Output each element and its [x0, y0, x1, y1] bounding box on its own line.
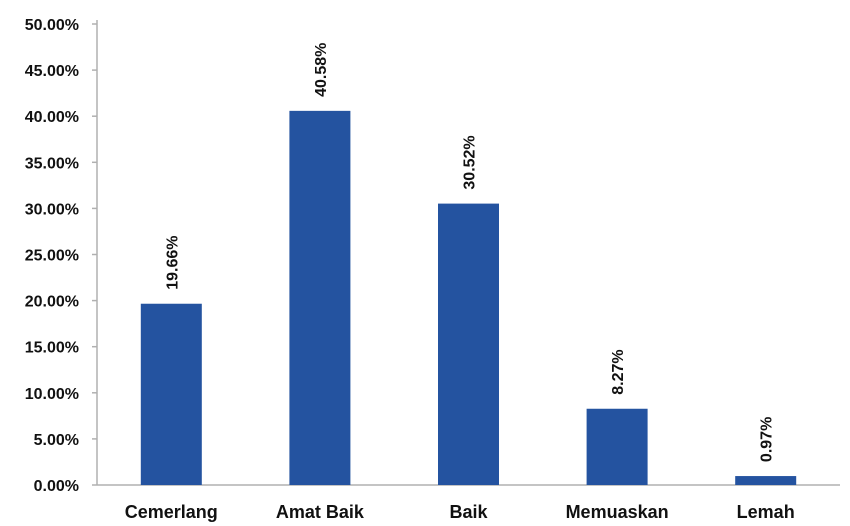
data-label: 30.52%: [462, 135, 479, 189]
bar: [438, 203, 499, 486]
y-tick-label: 25.00%: [25, 248, 79, 265]
y-tick-label: 30.00%: [25, 201, 79, 218]
y-tick-label: 10.00%: [25, 386, 79, 403]
x-tick-label: Amat Baik: [276, 502, 365, 522]
data-label: 40.58%: [313, 43, 330, 97]
y-tick-label: 5.00%: [34, 432, 79, 449]
bar: [289, 110, 351, 485]
y-tick-label: 40.00%: [25, 109, 79, 126]
x-tick-label: Lemah: [737, 502, 795, 522]
data-label: 19.66%: [164, 235, 181, 289]
bar: [586, 408, 648, 485]
x-tick-label: Baik: [449, 502, 488, 522]
bar: [140, 303, 202, 485]
bar: [735, 476, 797, 485]
x-tick-label: Cemerlang: [125, 502, 218, 522]
y-tick-label: 20.00%: [25, 294, 79, 311]
data-label: 8.27%: [610, 349, 627, 394]
data-label: 0.97%: [759, 417, 776, 462]
y-tick-label: 35.00%: [25, 155, 79, 172]
y-tick-label: 45.00%: [25, 63, 79, 80]
x-tick-label: Memuaskan: [566, 502, 669, 522]
y-tick-label: 0.00%: [34, 478, 79, 495]
y-tick-label: 50.00%: [25, 17, 79, 34]
y-tick-label: 15.00%: [25, 340, 79, 357]
